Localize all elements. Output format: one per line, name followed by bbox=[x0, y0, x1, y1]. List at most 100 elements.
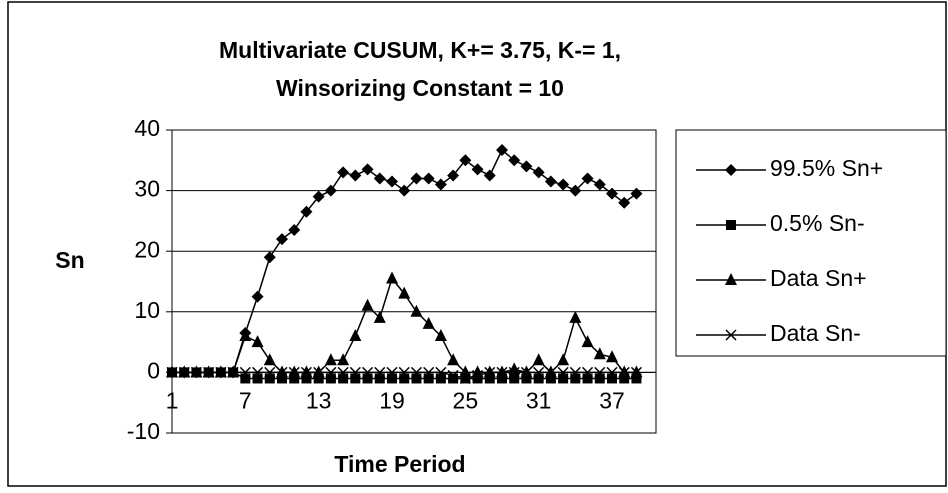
marker bbox=[264, 373, 275, 384]
marker bbox=[630, 366, 642, 378]
y-tick-label: 20 bbox=[134, 236, 160, 262]
marker bbox=[325, 373, 336, 384]
marker bbox=[300, 366, 312, 378]
x-axis-label: Time Period bbox=[334, 451, 465, 477]
marker bbox=[251, 335, 264, 348]
marker bbox=[362, 373, 373, 384]
marker bbox=[593, 178, 606, 191]
marker bbox=[423, 366, 435, 378]
marker bbox=[570, 373, 581, 384]
marker bbox=[448, 373, 459, 384]
marker bbox=[618, 196, 631, 209]
legend-label: Data Sn- bbox=[770, 320, 861, 346]
marker bbox=[386, 366, 398, 378]
marker bbox=[361, 298, 374, 311]
marker bbox=[263, 251, 276, 264]
marker bbox=[422, 316, 435, 329]
marker bbox=[349, 366, 361, 378]
marker bbox=[557, 353, 570, 366]
marker bbox=[289, 373, 300, 384]
marker bbox=[399, 373, 410, 384]
marker bbox=[521, 373, 532, 384]
marker bbox=[569, 184, 582, 197]
legend-box bbox=[675, 129, 947, 357]
marker bbox=[337, 166, 350, 179]
marker bbox=[618, 366, 630, 378]
marker bbox=[606, 366, 618, 378]
marker bbox=[312, 190, 325, 203]
marker bbox=[726, 220, 736, 230]
marker bbox=[594, 366, 606, 378]
marker bbox=[240, 373, 251, 384]
marker bbox=[569, 366, 581, 378]
x-tick-label: 37 bbox=[599, 387, 625, 413]
y-tick-label: -10 bbox=[127, 418, 160, 444]
marker bbox=[203, 366, 215, 378]
marker bbox=[557, 178, 570, 191]
marker bbox=[373, 310, 386, 323]
marker bbox=[239, 366, 251, 378]
marker bbox=[337, 353, 350, 366]
marker bbox=[483, 169, 496, 182]
marker bbox=[545, 366, 557, 378]
x-tick-label: 25 bbox=[453, 387, 479, 413]
marker bbox=[324, 184, 337, 197]
marker bbox=[362, 366, 374, 378]
marker bbox=[484, 373, 495, 384]
marker bbox=[276, 233, 288, 246]
marker bbox=[508, 366, 520, 378]
marker bbox=[288, 366, 300, 378]
marker bbox=[532, 353, 545, 366]
marker bbox=[631, 373, 642, 384]
marker bbox=[349, 169, 362, 182]
marker bbox=[508, 362, 521, 375]
marker bbox=[533, 373, 544, 384]
marker bbox=[324, 353, 337, 366]
x-tick-label: 1 bbox=[166, 387, 179, 413]
marker bbox=[434, 329, 447, 342]
marker bbox=[398, 184, 411, 197]
marker bbox=[374, 373, 385, 384]
marker bbox=[313, 366, 325, 378]
marker bbox=[386, 271, 398, 284]
marker bbox=[594, 373, 605, 384]
marker bbox=[558, 373, 569, 384]
marker bbox=[619, 373, 630, 384]
x-tick-label: 31 bbox=[526, 387, 552, 413]
marker bbox=[593, 347, 606, 360]
marker bbox=[277, 373, 287, 384]
marker bbox=[459, 154, 472, 167]
marker bbox=[582, 373, 593, 384]
marker bbox=[227, 366, 239, 378]
marker bbox=[472, 373, 483, 384]
marker bbox=[435, 373, 446, 384]
marker bbox=[496, 143, 508, 156]
marker bbox=[239, 329, 252, 342]
marker bbox=[544, 175, 557, 188]
marker bbox=[422, 172, 435, 185]
marker bbox=[434, 178, 447, 191]
marker bbox=[725, 273, 737, 285]
marker bbox=[288, 223, 301, 236]
marker bbox=[337, 366, 349, 378]
marker bbox=[581, 172, 594, 185]
marker bbox=[276, 366, 288, 378]
y-tick-label: 10 bbox=[134, 297, 160, 323]
marker bbox=[215, 366, 227, 378]
marker bbox=[630, 187, 643, 200]
marker bbox=[373, 172, 386, 185]
legend-label: Data Sn+ bbox=[770, 265, 867, 291]
x-tick-label: 19 bbox=[379, 387, 405, 413]
marker bbox=[386, 175, 398, 188]
marker bbox=[252, 373, 263, 384]
marker bbox=[520, 160, 533, 173]
marker bbox=[557, 366, 569, 378]
marker bbox=[459, 372, 471, 384]
marker bbox=[251, 290, 264, 303]
marker bbox=[178, 366, 190, 378]
marker bbox=[374, 366, 386, 378]
marker bbox=[349, 329, 362, 342]
y-tick-label: 30 bbox=[134, 176, 160, 202]
marker bbox=[471, 163, 484, 176]
marker bbox=[569, 310, 582, 323]
